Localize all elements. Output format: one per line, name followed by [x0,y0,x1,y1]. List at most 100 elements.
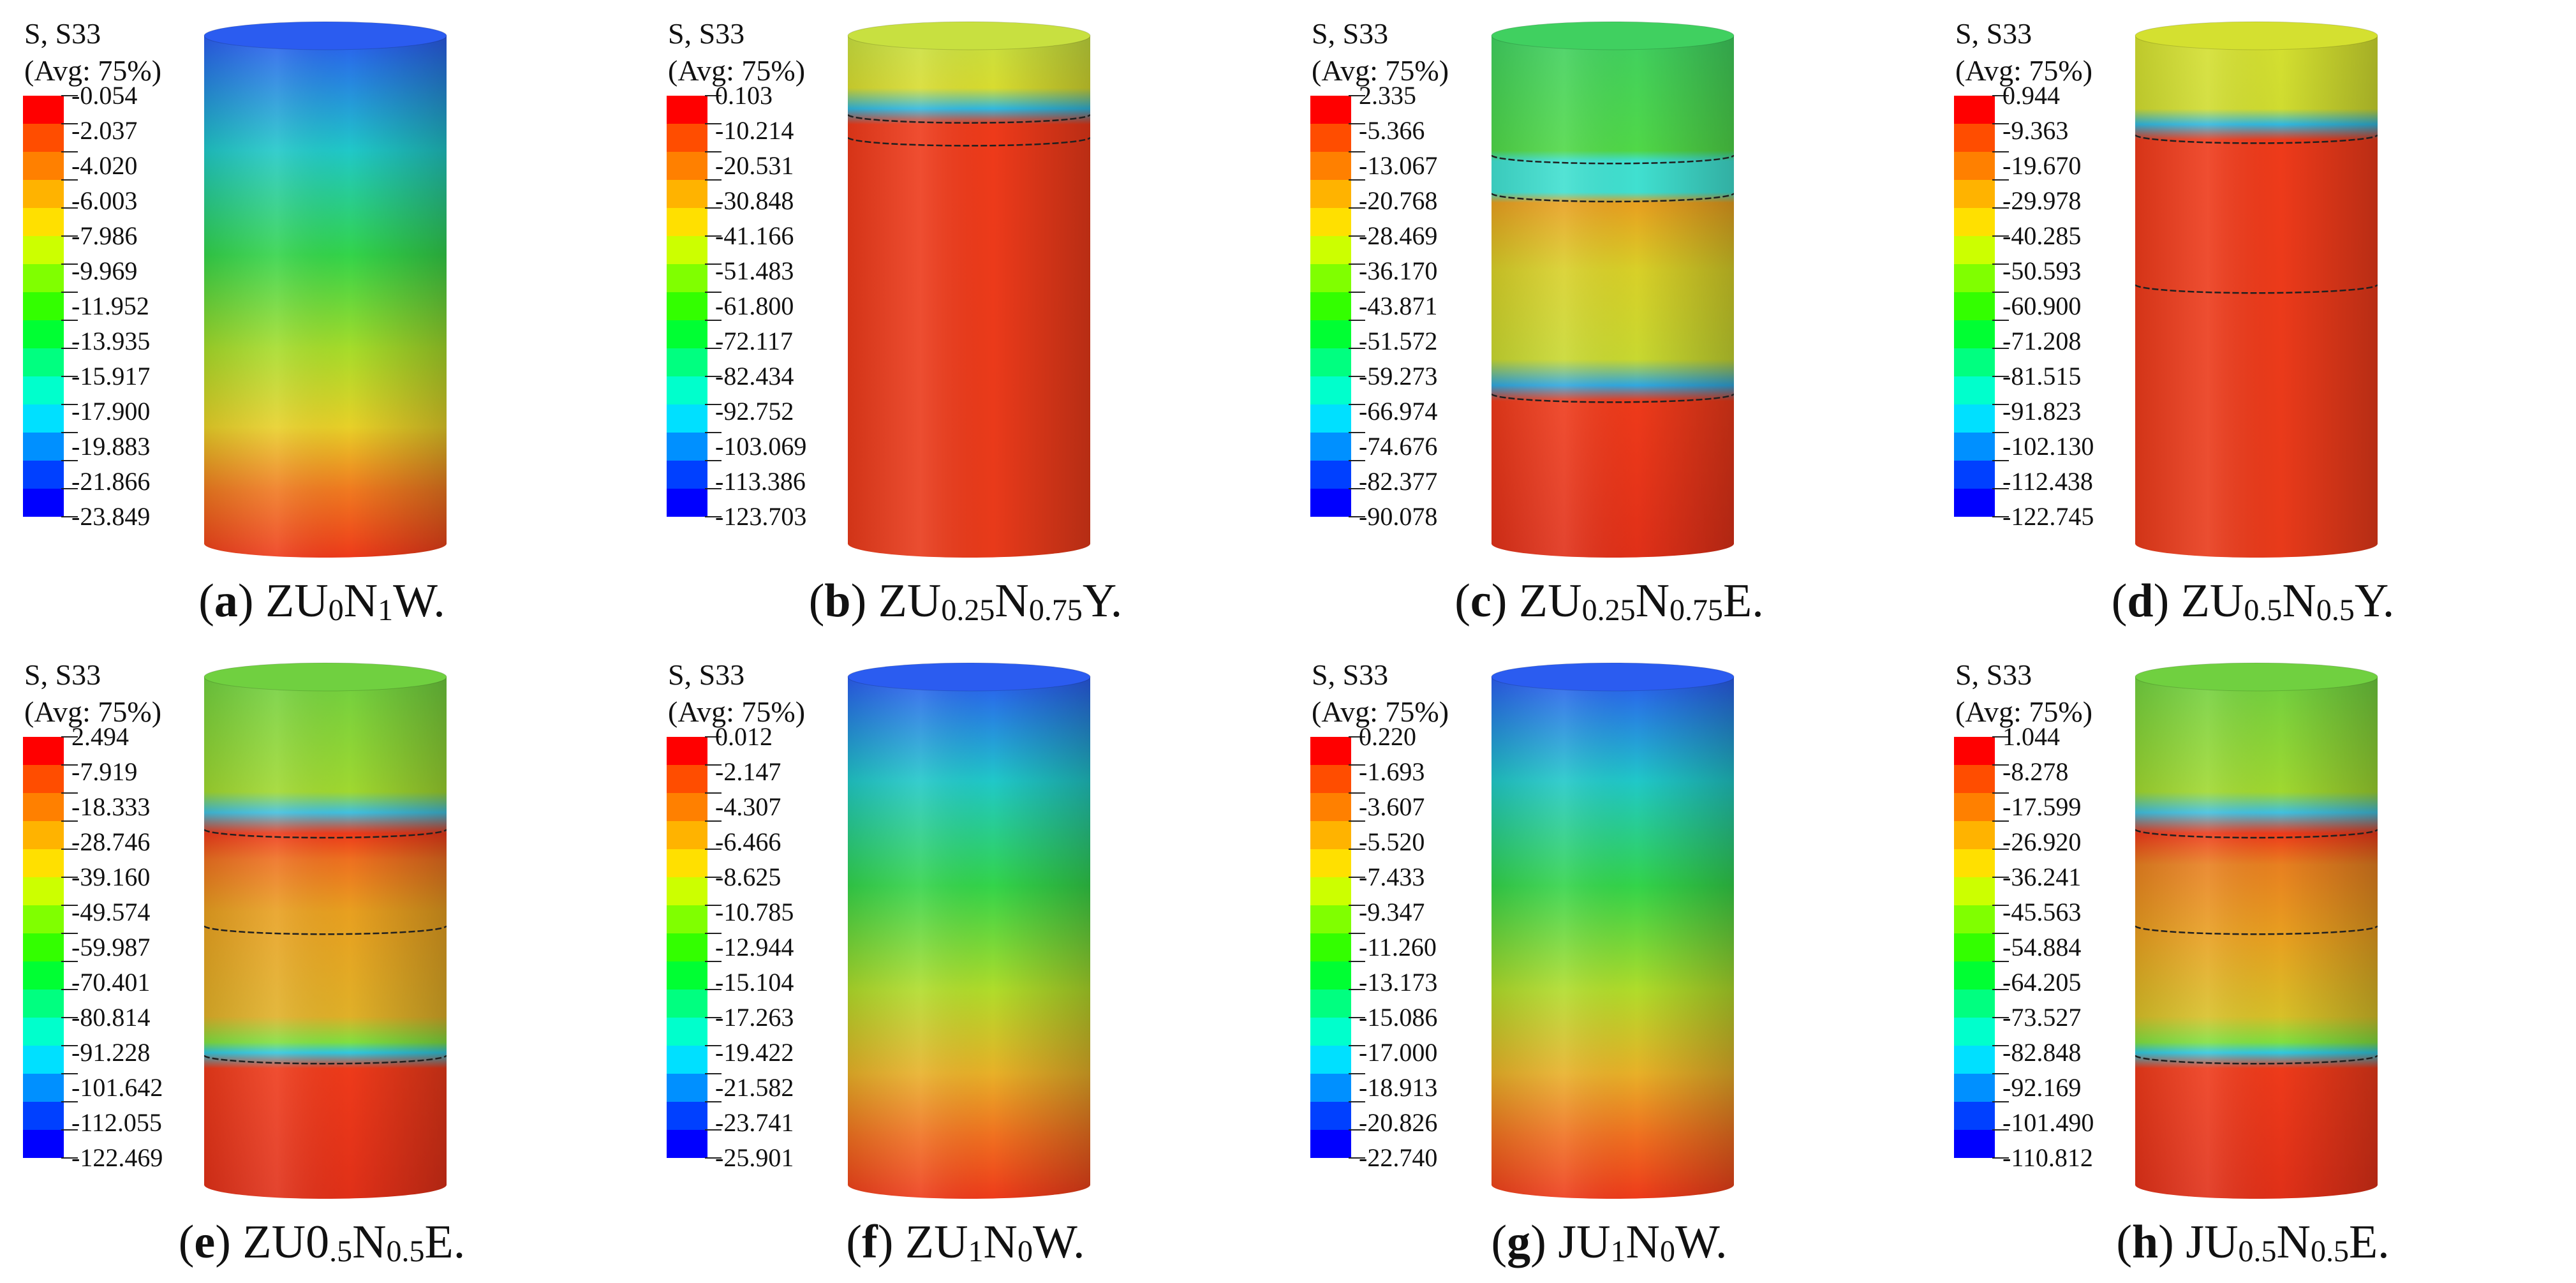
legend-swatch [667,737,707,765]
legend-value: -49.574 [71,898,151,926]
legend-swatch [1310,1018,1351,1046]
caption-subscript: 0.75 [1669,593,1724,627]
legend-value: -122.745 [2002,502,2094,531]
legend-value: -17.900 [71,397,151,426]
joint-line [204,925,447,935]
legend-value: -15.917 [71,362,151,390]
legend-value: -2.037 [71,116,138,145]
legend-value: -50.593 [2002,256,2082,285]
joint-line [1492,193,1734,203]
legend-swatch [667,320,707,348]
legend-value: -19.670 [2002,151,2082,180]
legend-value: -2.147 [715,757,781,786]
legend-value: -101.642 [71,1073,163,1102]
legend-value: -29.978 [2002,186,2082,215]
legend-value: -28.469 [1359,221,1438,250]
legend-value: -112.055 [71,1108,162,1137]
panel-e: S, S33 (Avg: 75%) 2.494 -7.919 -18.333 -28.74… [0,641,644,1282]
panel-g: S, S33 (Avg: 75%) 0.220 -1.693 -3.607 -5.520 -… [1287,641,1931,1282]
cylinder-contour [847,21,1091,558]
legend-value: -74.676 [1359,432,1438,461]
legend-value: -7.919 [71,757,138,786]
legend-value: -21.866 [71,467,151,496]
legend-swatch [667,376,707,404]
legend-header-variable: S, S33 [1312,17,1389,50]
cylinder-contour [2135,21,2378,558]
legend-swatch [667,1018,707,1046]
legend-value: -25.901 [715,1143,794,1172]
legend-swatch [667,96,707,124]
joint-line [2135,284,2378,294]
legend-value: -18.333 [71,792,151,821]
panel-caption: (d) ZU0.5N0.5Y. [2111,575,2395,627]
legend-value: -91.228 [71,1038,151,1067]
legend-swatch [667,933,707,961]
legend-swatch [23,849,64,877]
cylinder-shading [1492,36,1734,558]
legend-swatch [23,877,64,905]
joint-line [2135,134,2378,144]
legend-swatch [1954,737,1995,765]
legend-value: -40.285 [2002,221,2082,250]
joint-line [204,1055,447,1065]
legend-value: -28.746 [71,827,151,856]
caption-subscript: 1 [378,593,394,627]
legend-colorbar [23,95,78,517]
legend-swatch [1310,765,1351,793]
cylinder-shading [2135,677,2378,1199]
legend-swatch [667,461,707,489]
legend-swatch [1954,264,1995,292]
caption-subscript: 0 [328,593,344,627]
legend-header-variable: S, S33 [24,658,101,691]
legend-swatch [23,433,64,461]
cylinder-shading [204,36,447,558]
caption-subscript: 0.25 [1581,593,1636,627]
legend-swatch [667,208,707,236]
panel-caption: (e) ZU0.5N0.5E. [178,1216,466,1268]
legend-swatch [23,264,64,292]
legend-swatch [1310,793,1351,821]
legend-value: -102.130 [2002,432,2094,461]
legend-value: -82.848 [2002,1038,2082,1067]
cylinder-top-cap [847,21,1091,50]
legend-swatch [1954,877,1995,905]
legend-value: -13.935 [71,327,151,355]
legend-swatch [667,180,707,208]
caption-subscript: .5 [329,1234,353,1268]
cylinder-top-cap [204,21,447,50]
legend-swatch [1310,348,1351,376]
legend-swatch [1954,1046,1995,1074]
caption-subscript: 0.75 [1028,593,1083,627]
caption-text: ZU [265,575,329,627]
legend-value: -92.169 [2002,1073,2082,1102]
joint-line [848,137,1090,147]
cylinder-top-cap [1491,21,1735,50]
legend-swatch [1310,264,1351,292]
caption-letter: c [1470,575,1492,627]
legend-value: -15.086 [1359,1003,1438,1032]
legend-swatch [1310,1074,1351,1102]
caption-text: ZU [878,575,942,627]
legend-swatch [667,821,707,849]
caption-text: N [983,1216,1018,1268]
legend-swatch [1310,376,1351,404]
legend-value: -66.974 [1359,397,1438,426]
legend-swatch [23,348,64,376]
legend-swatch [1310,292,1351,320]
caption-subscript: 0.5 [2310,1234,2349,1268]
legend-value: -19.422 [715,1038,794,1067]
legend-value: -91.823 [2002,397,2082,426]
legend-value: 2.335 [1359,81,1416,110]
legend-value: -23.849 [71,502,151,531]
panel-d: S, S33 (Avg: 75%) 0.944 -9.363 -19.670 -29.97… [1931,0,2575,641]
legend-swatch [23,1130,64,1158]
legend-value: 1.044 [2002,722,2060,751]
legend-value: -6.003 [71,186,138,215]
legend-swatch [667,433,707,461]
legend-swatch [1954,348,1995,376]
caption-letter: e [194,1216,216,1268]
cylinder-top-cap [204,662,447,692]
caption-text: N [1625,1216,1660,1268]
legend-value: -36.241 [2002,863,2082,891]
